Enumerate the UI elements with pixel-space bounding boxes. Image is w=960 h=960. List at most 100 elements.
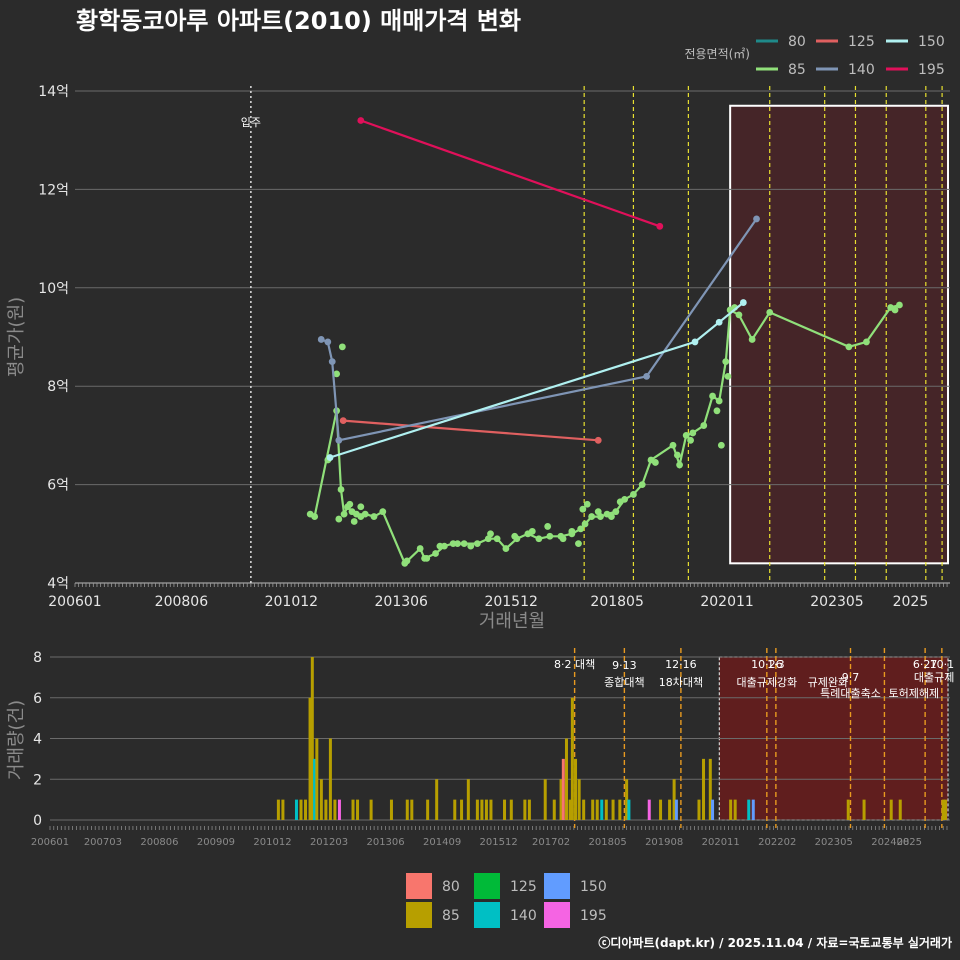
- point-85: [594, 508, 602, 516]
- y-tick-label: 6: [33, 691, 42, 707]
- point-85: [432, 550, 439, 557]
- point-85: [717, 441, 725, 449]
- legend-swatch-125: [474, 873, 500, 899]
- x-tick-label: 202202: [758, 837, 796, 848]
- bar-85: [308, 697, 312, 820]
- point-85: [350, 518, 358, 525]
- chart-title: 황학동코아루 아파트(2010) 매매가격 변화: [76, 7, 521, 35]
- policy-annotation: 대출규제: [914, 671, 954, 684]
- series-line-125: [343, 419, 599, 442]
- x-tick-label: 201805: [589, 837, 627, 848]
- point-85: [630, 491, 637, 498]
- legend-label-125: 125: [510, 879, 537, 895]
- policy-annotation: 토허제해제: [889, 686, 940, 700]
- x-tick-label: 201306: [375, 594, 429, 610]
- x-tick-label: 200806: [155, 594, 209, 610]
- policy-annotation: 10·1: [930, 658, 955, 671]
- point-85: [370, 513, 378, 520]
- bar-85: [435, 779, 439, 820]
- bar-85: [324, 799, 328, 820]
- policy-annotation: 18차대책: [659, 676, 703, 689]
- point-85: [722, 358, 730, 365]
- bar-85: [889, 799, 893, 820]
- bar-85: [570, 697, 574, 820]
- bar-85: [351, 799, 355, 820]
- bar-85: [668, 799, 672, 820]
- bar-85: [410, 799, 414, 820]
- point-85: [511, 532, 519, 540]
- point-85: [436, 542, 444, 550]
- point-85: [845, 343, 853, 351]
- point-85: [544, 523, 552, 530]
- legend-swatch-195: [544, 902, 570, 928]
- bar-85: [595, 799, 599, 820]
- point-85: [735, 311, 743, 319]
- bar-85: [453, 799, 457, 820]
- point-125: [339, 417, 347, 425]
- point-85: [724, 372, 732, 380]
- bar-150: [674, 799, 678, 820]
- bar-150: [751, 799, 755, 820]
- bar-85: [559, 779, 563, 820]
- legend-label-140: 140: [848, 62, 875, 78]
- x-axis-title: 거래년월: [479, 611, 545, 632]
- bar-85: [299, 799, 303, 820]
- bar-85: [523, 799, 527, 820]
- policy-annotation: 10·26: [751, 658, 783, 671]
- point-140: [317, 336, 325, 343]
- point-140: [328, 358, 336, 365]
- legend-label-195: 195: [580, 908, 607, 924]
- y-axis-title: 거래량(건): [6, 700, 27, 780]
- point-150: [715, 318, 723, 326]
- legend-swatch-80: [406, 873, 432, 899]
- bar-85: [846, 799, 850, 820]
- point-85: [652, 459, 659, 466]
- point-85: [423, 555, 431, 562]
- point-140: [335, 436, 343, 444]
- legend-label-85: 85: [442, 908, 460, 924]
- bar-85: [405, 799, 409, 820]
- point-85: [577, 525, 585, 533]
- bar-85: [466, 779, 470, 820]
- point-85: [715, 397, 723, 405]
- point-195: [357, 117, 365, 124]
- point-85: [357, 503, 365, 511]
- bar-85: [460, 799, 464, 820]
- legend-swatch-85: [406, 902, 432, 928]
- x-tick-label: 201512: [480, 837, 518, 848]
- x-tick-label: 202305: [815, 837, 853, 848]
- x-tick-label: 200806: [140, 837, 178, 848]
- point-85: [616, 498, 624, 506]
- x-tick-label: 201012: [253, 837, 291, 848]
- point-85: [454, 540, 461, 548]
- point-85: [608, 513, 615, 520]
- point-150: [739, 299, 747, 306]
- bar-85: [304, 799, 308, 820]
- point-85: [612, 508, 620, 516]
- point-85: [416, 545, 424, 552]
- bar-85: [484, 799, 488, 820]
- policy-annotation: 종합대책: [604, 676, 644, 689]
- point-85: [583, 500, 591, 508]
- bar-140: [294, 799, 298, 820]
- series-line-140: [320, 218, 758, 442]
- point-85: [588, 513, 596, 520]
- policy-annotation: 6·27: [913, 658, 938, 671]
- bar-85: [480, 799, 484, 820]
- legend-label-125: 125: [848, 34, 875, 50]
- point-85: [379, 508, 387, 516]
- bar-85: [475, 799, 479, 820]
- y-tick-label: 10억: [38, 281, 69, 297]
- point-85: [487, 530, 494, 538]
- point-85: [346, 500, 354, 508]
- bar-140: [627, 799, 631, 820]
- point-85: [535, 535, 543, 543]
- x-tick-label: 202011: [702, 837, 740, 848]
- x-tick-label: 201306: [366, 837, 404, 848]
- point-85: [638, 481, 646, 488]
- x-tick-label: 201702: [532, 837, 570, 848]
- y-tick-label: 6억: [47, 478, 69, 494]
- point-85: [311, 513, 319, 520]
- bar-195: [337, 799, 341, 820]
